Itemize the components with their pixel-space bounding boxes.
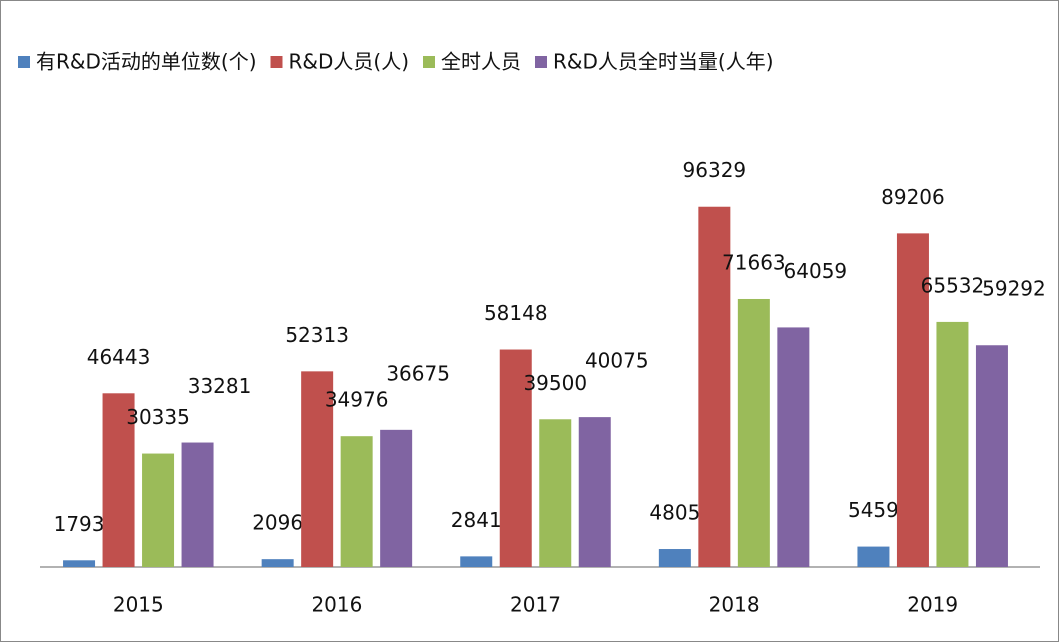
bar: [499, 349, 532, 567]
data-label: 1793: [54, 512, 105, 536]
bar: [857, 546, 890, 567]
bar: [658, 549, 691, 567]
x-tick-label: 2018: [709, 593, 760, 617]
x-tick-label: 2016: [311, 593, 362, 617]
data-label: 46443: [87, 345, 151, 369]
bar: [340, 436, 373, 567]
bar: [936, 321, 969, 567]
bar: [698, 206, 731, 567]
data-label: 89206: [881, 185, 945, 209]
bar: [142, 453, 175, 567]
data-label: 65532: [921, 273, 985, 297]
bar: [181, 442, 214, 567]
legend-swatch: [423, 56, 435, 68]
data-label: 64059: [784, 259, 848, 283]
data-label: 96329: [683, 158, 747, 182]
data-label: 36675: [386, 361, 450, 385]
bar: [578, 417, 611, 567]
data-label: 58148: [484, 301, 548, 325]
bar: [63, 560, 96, 567]
bar: [975, 345, 1008, 567]
x-tick-label: 2017: [510, 593, 561, 617]
data-label: 39500: [523, 371, 587, 395]
legend-label: R&D人员全时当量(人年): [553, 50, 774, 74]
legend-swatch: [270, 56, 283, 68]
data-label: 59292: [982, 277, 1046, 301]
data-label: 40075: [585, 349, 649, 373]
data-label: 52313: [285, 323, 349, 347]
data-label: 4805: [649, 501, 700, 525]
x-tick-label: 2019: [907, 593, 958, 617]
bar: [261, 559, 294, 567]
data-label: 33281: [188, 374, 252, 398]
bar: [896, 233, 929, 567]
legend-label: 有R&D活动的单位数(个): [36, 50, 257, 74]
data-label: 34976: [325, 388, 389, 412]
data-label: 30335: [126, 405, 190, 429]
data-label: 2841: [451, 508, 502, 532]
bar: [737, 298, 770, 567]
data-label: 2096: [252, 511, 303, 535]
bar: [301, 371, 334, 567]
bar: [777, 327, 810, 567]
data-label: 5459: [848, 498, 899, 522]
bar: [102, 393, 135, 567]
bar: [380, 429, 413, 567]
legend-swatch: [535, 56, 547, 68]
data-label: 71663: [722, 250, 786, 274]
legend-label: R&D人员(人): [289, 50, 410, 74]
legend-swatch: [18, 56, 30, 68]
legend-label: 全时人员: [441, 50, 521, 74]
bar: [460, 556, 493, 567]
bar: [539, 419, 572, 567]
x-tick-label: 2015: [113, 593, 164, 617]
